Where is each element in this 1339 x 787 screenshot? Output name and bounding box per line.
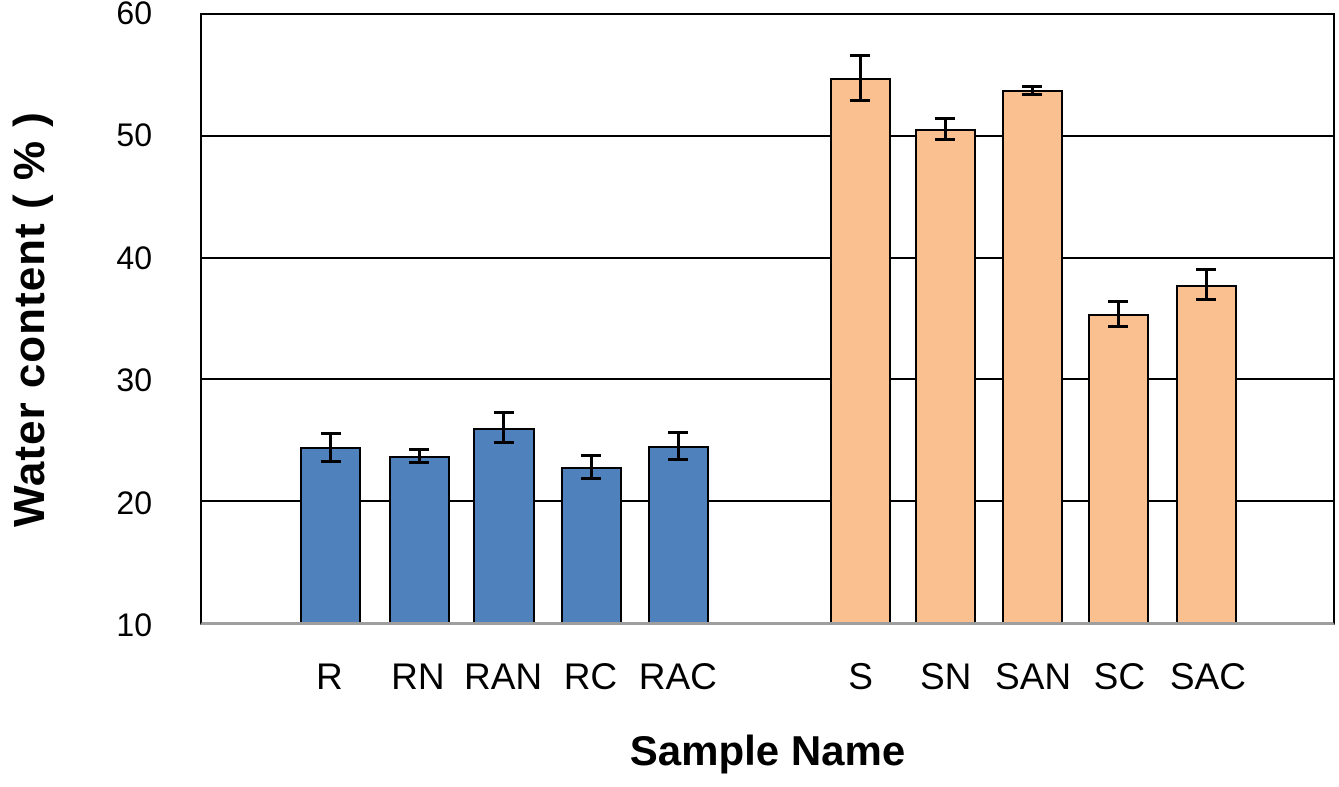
gridline-20 (202, 499, 1333, 502)
error-bar-cap-top-RC (581, 453, 602, 457)
error-bar-cap-bottom-RAC (668, 458, 689, 462)
x-category-label-SAC: SAC (1169, 656, 1246, 697)
bar-SN (914, 129, 976, 622)
bar-RN (388, 455, 450, 622)
x-category-label-S: S (848, 656, 873, 697)
error-bar-RN (417, 449, 421, 462)
x-axis-category-labels: R RN RAN RC RAC S SN SAN SC SAC (200, 655, 1335, 699)
error-bar-cap-bottom-SAC (1196, 298, 1217, 302)
bar-SAC (1175, 284, 1237, 622)
gridline-40 (202, 256, 1333, 259)
error-bar-RAN (502, 413, 506, 443)
y-axis-tick-labels: 10 20 30 40 50 60 (40, 0, 152, 643)
error-bar-R (329, 433, 333, 461)
error-bar-SAC (1204, 269, 1208, 300)
bar-RAC (647, 445, 709, 622)
x-category-label-R: R (316, 656, 343, 697)
error-bar-cap-bottom-SN (935, 137, 956, 141)
error-bar-RAC (676, 432, 680, 460)
y-tick-label-40: 40 (116, 239, 152, 276)
error-bar-cap-top-RAC (668, 430, 689, 434)
plot-area (200, 13, 1335, 625)
error-bar-cap-top-R (320, 431, 341, 435)
x-category-label-SAN: SAN (995, 656, 1072, 697)
error-bar-S (858, 56, 862, 100)
y-tick-label-50: 50 (116, 117, 152, 154)
error-bar-SC (1116, 301, 1120, 326)
gridline-30 (202, 378, 1333, 381)
error-bar-cap-top-RN (409, 447, 430, 451)
bar-RAN (473, 427, 535, 622)
error-bar-RC (589, 455, 593, 478)
error-bar-cap-bottom-R (320, 459, 341, 463)
error-bar-cap-bottom-RC (581, 476, 602, 480)
error-bar-cap-top-SAC (1196, 267, 1217, 271)
x-category-label-RC: RC (563, 656, 618, 697)
error-bar-cap-bottom-SC (1108, 324, 1129, 328)
bar-R (300, 447, 362, 622)
error-bar-cap-bottom-RAN (493, 441, 514, 445)
gridline-50 (202, 135, 1333, 138)
error-bar-cap-bottom-RN (409, 460, 430, 464)
x-category-label-SC: SC (1093, 656, 1146, 697)
x-category-label-RN: RN (391, 656, 445, 697)
error-bar-cap-top-SC (1108, 299, 1129, 303)
error-bar-cap-top-SN (935, 117, 956, 121)
x-axis-title: Sample Name (629, 727, 906, 774)
error-bar-cap-top-SAN (1022, 84, 1043, 88)
error-bar-cap-top-S (850, 54, 871, 58)
x-category-label-RAN: RAN (463, 656, 543, 697)
bar-SAN (1001, 90, 1063, 622)
error-bar-SAN (1030, 86, 1034, 94)
bar-SC (1087, 313, 1149, 622)
error-bar-cap-top-RAN (493, 411, 514, 415)
y-tick-label-20: 20 (116, 484, 152, 521)
y-tick-label-30: 30 (116, 362, 152, 399)
error-bar-cap-bottom-SAN (1022, 92, 1043, 96)
bar-S (829, 78, 891, 622)
x-category-label-RAC: RAC (638, 656, 717, 697)
y-tick-label-60: 60 (116, 0, 152, 31)
error-bar-cap-bottom-S (850, 98, 871, 102)
bar-RC (560, 466, 622, 622)
x-category-label-SN: SN (919, 656, 972, 697)
y-tick-label-10: 10 (116, 607, 152, 643)
error-bar-SN (943, 119, 947, 139)
